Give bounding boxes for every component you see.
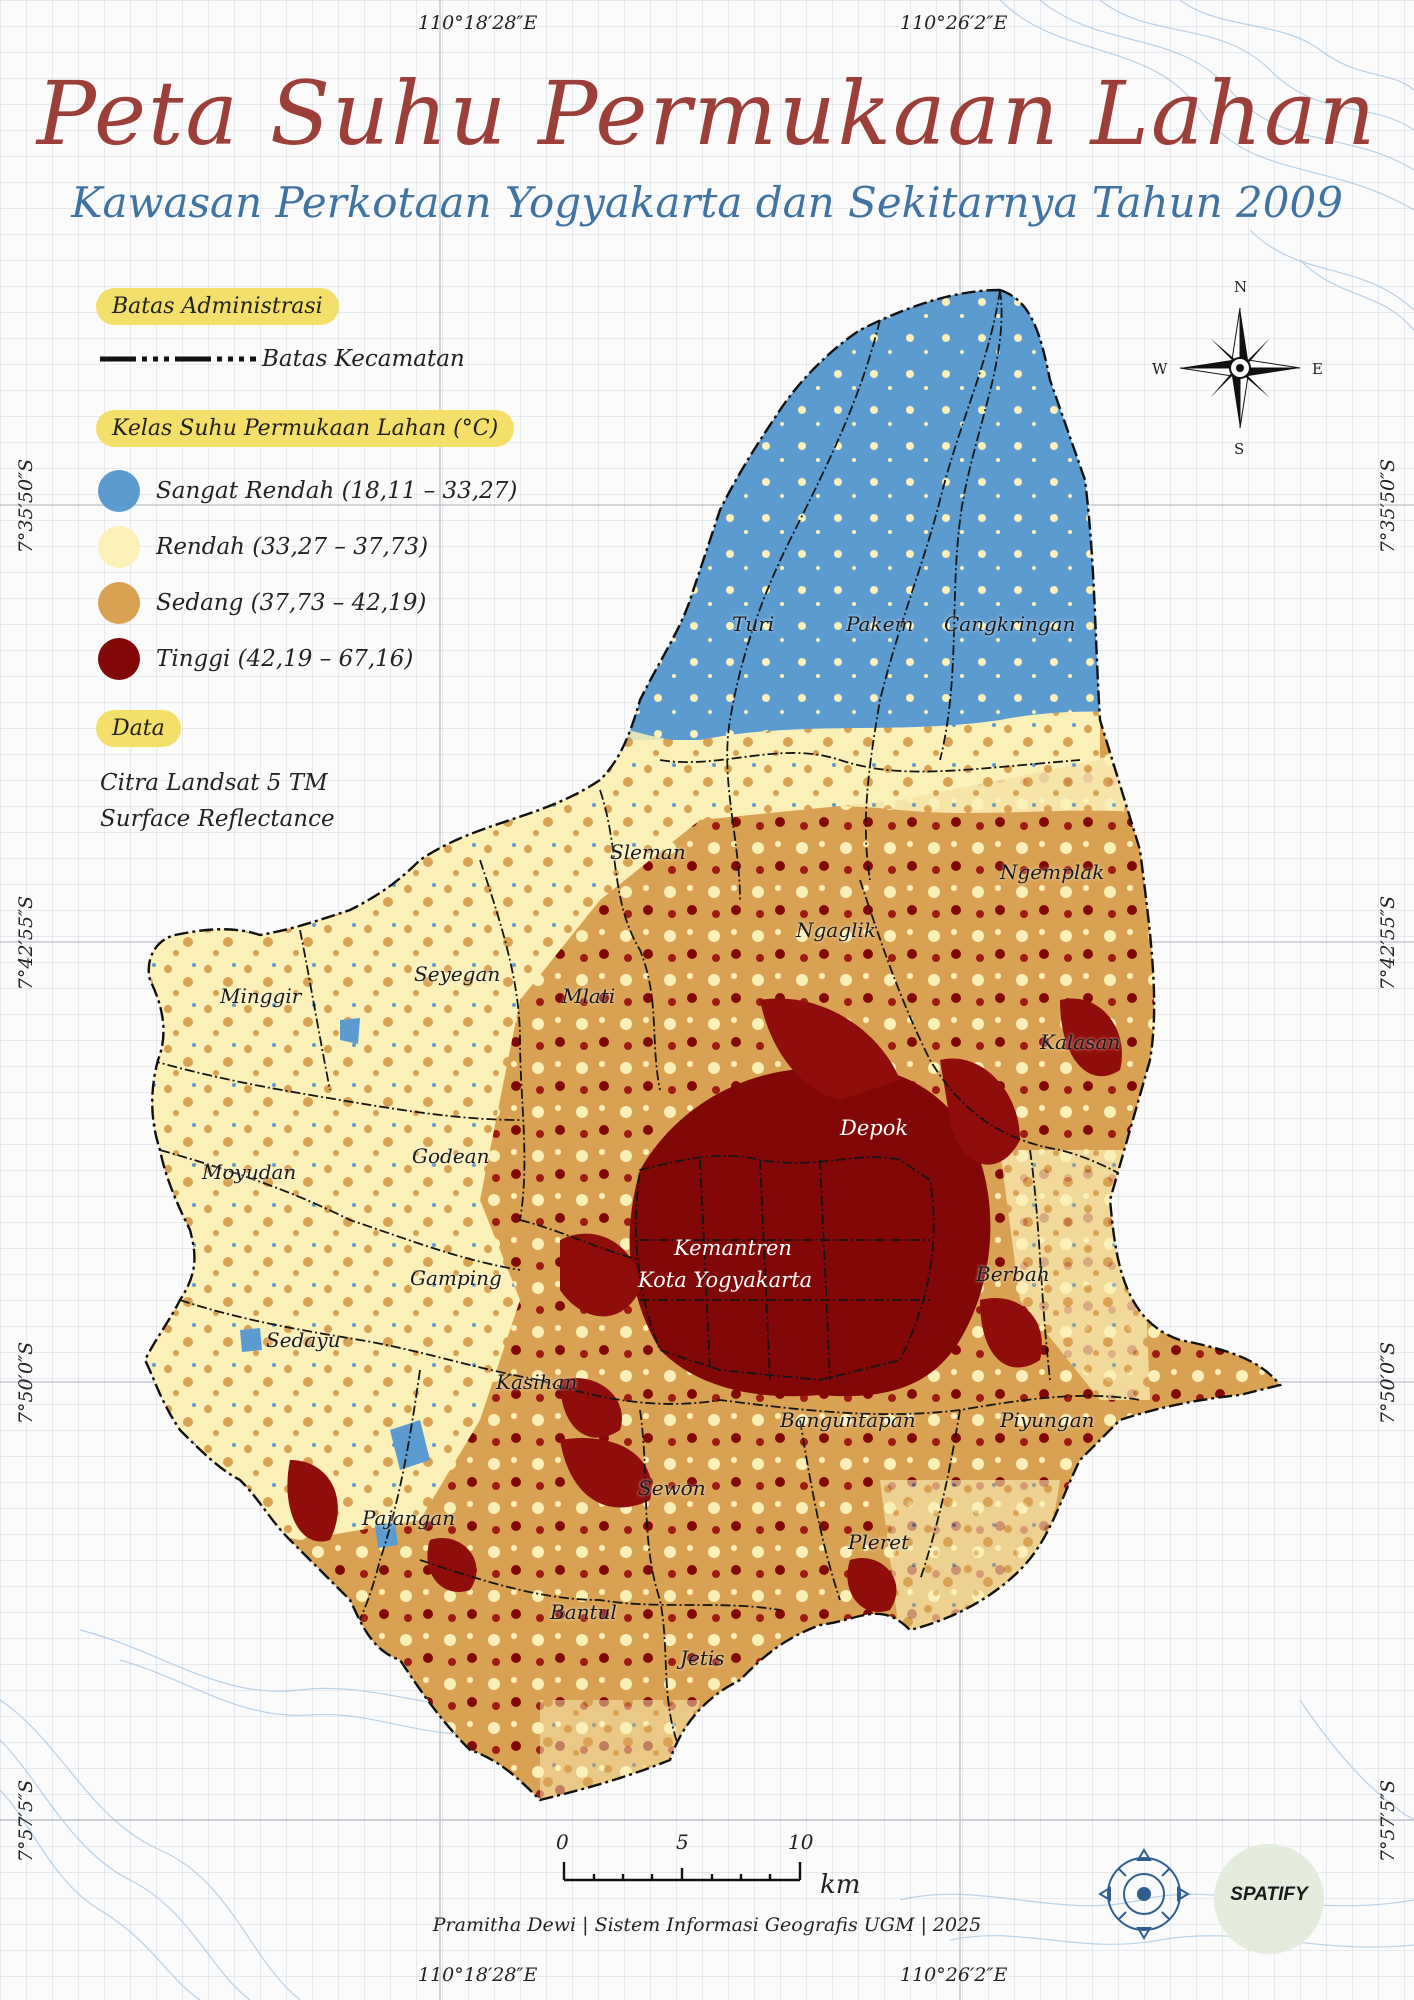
coord-top-left: 110°18′28″E [418, 12, 538, 34]
compass-rose-icon [1179, 307, 1301, 429]
label-sewon: Sewon [638, 1476, 706, 1500]
credit-text: Pramitha Dewi | Sistem Informasi Geograf… [432, 1914, 982, 1936]
lat-label-right-2: 7°42′55″S [1377, 895, 1399, 991]
legend-swatch-low [98, 526, 140, 568]
label-piyungan: Piyungan [1000, 1408, 1095, 1432]
label-gamping: Gamping [410, 1266, 502, 1290]
label-berbah: Berbah [976, 1262, 1050, 1286]
label-pleret: Pleret [848, 1530, 910, 1554]
legend-label-very-low: Sangat Rendah (18,11 – 33,27) [156, 478, 518, 504]
legend-data-header: Data [96, 710, 181, 747]
map-title: Peta Suhu Permukaan Lahan [36, 62, 1378, 165]
legend-admin-item: Batas Kecamatan [262, 346, 465, 372]
label-mlati: Mlati [562, 984, 616, 1008]
scale-label-5: 5 [676, 1830, 689, 1854]
label-turi: Turi [732, 612, 775, 636]
scale-unit: km [820, 1870, 861, 1900]
legend-admin-header: Batas Administrasi [96, 288, 339, 325]
compass-n: N [1234, 278, 1248, 296]
label-minggir: Minggir [220, 984, 302, 1008]
lat-label-right-4: 7°57′5″S [1377, 1779, 1399, 1863]
label-cangkringan: Cangkringan [944, 612, 1076, 636]
label-pajangan: Pajangan [362, 1506, 456, 1530]
label-sedayu: Sedayu [266, 1328, 341, 1352]
label-ngaglik: Ngaglik [796, 918, 876, 942]
legend-class-header: Kelas Suhu Permukaan Lahan (°C) [96, 410, 515, 447]
compass-s: S [1234, 440, 1245, 458]
boundary-line-symbol [100, 356, 256, 362]
data-source-line2: Surface Reflectance [100, 806, 335, 832]
lat-label-left-1: 7°35′50″S [15, 458, 37, 554]
label-moyudan: Moyudan [202, 1160, 297, 1184]
legend-swatch-high [98, 638, 140, 680]
legend-label-high: Tinggi (42,19 – 67,16) [156, 646, 414, 672]
label-kemantren: Kemantren [674, 1236, 792, 1260]
label-kota-yogyakarta: Kota Yogyakarta [638, 1268, 813, 1292]
data-source-line1: Citra Landsat 5 TM [100, 770, 328, 796]
label-kalasan: Kalasan [1040, 1030, 1121, 1054]
legend-label-low: Rendah (33,27 – 37,73) [156, 534, 429, 560]
label-pakem: Pakem [846, 612, 914, 636]
map-subtitle: Kawasan Perkotaan Yogyakarta dan Sekitar… [71, 178, 1343, 227]
label-banguntapan: Banguntapan [780, 1408, 916, 1432]
lat-label-left-2: 7°42′55″S [15, 895, 37, 991]
legend-swatch-medium [98, 582, 140, 624]
label-kasihan: Kasihan [496, 1370, 578, 1394]
legend-swatch-very-low [98, 470, 140, 512]
compass-e: E [1312, 360, 1323, 378]
coord-top-right: 110°26′2″E [900, 12, 1008, 34]
label-ngemplak: Ngemplak [1000, 860, 1105, 884]
legend-label-medium: Sedang (37,73 – 42,19) [156, 590, 427, 616]
lat-label-left-4: 7°57′5″S [15, 1779, 37, 1863]
coord-bottom-right: 110°26′2″E [900, 1964, 1008, 1986]
label-depok: Depok [840, 1116, 909, 1140]
label-godean: Godean [412, 1144, 490, 1168]
scale-label-0: 0 [556, 1830, 569, 1854]
scale-label-10: 10 [788, 1830, 814, 1854]
lat-label-right-3: 7°50′0″S [1377, 1341, 1399, 1425]
lat-label-right-1: 7°35′50″S [1377, 458, 1399, 554]
label-seyegan: Seyegan [414, 962, 501, 986]
label-jetis: Jetis [680, 1646, 725, 1670]
label-bantul: Bantul [550, 1600, 617, 1624]
scale-bar [562, 1862, 802, 1882]
coord-bottom-left: 110°18′28″E [418, 1964, 538, 1986]
ugm-emblem-icon [1098, 1848, 1190, 1940]
spatify-logo: SPATIFY [1214, 1844, 1324, 1954]
label-sleman: Sleman [610, 840, 686, 864]
lat-label-left-3: 7°50′0″S [15, 1341, 37, 1425]
compass-w: W [1152, 360, 1168, 378]
spatify-logo-text: SPATIFY [1230, 1884, 1308, 1905]
